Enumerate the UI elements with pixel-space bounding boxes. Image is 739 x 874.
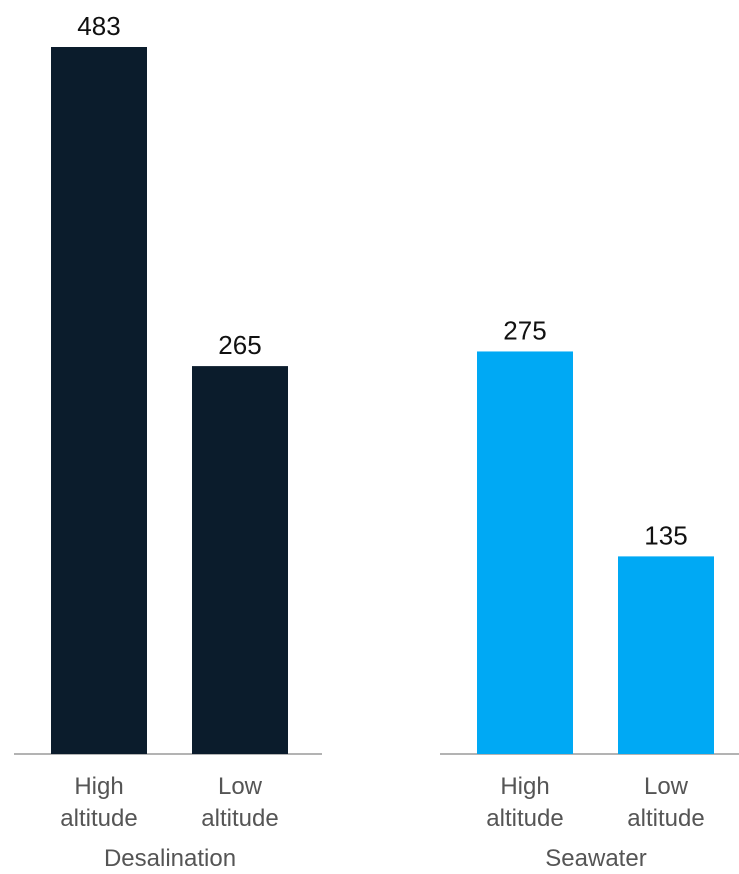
value-labels: 483 265 275 135 xyxy=(77,11,687,550)
tick-label-seawater-high-altitude: High altitude xyxy=(486,773,563,832)
group-labels: Desalination Seawater xyxy=(104,845,647,872)
value-label-seawater-low-altitude: 135 xyxy=(644,520,687,550)
value-label-desalination-low-altitude: 265 xyxy=(218,330,261,360)
value-label-seawater-high-altitude: 275 xyxy=(503,315,546,345)
group-label-seawater: Seawater xyxy=(545,845,646,872)
tick-label-desalination-low-altitude: Low altitude xyxy=(201,773,278,832)
group-label-desalination: Desalination xyxy=(104,845,236,872)
value-label-desalination-high-altitude: 483 xyxy=(77,11,120,41)
tick-label-seawater-low-altitude: Low altitude xyxy=(627,773,704,832)
category-tick-labels: High altitude Low altitude High altitude Low al… xyxy=(60,773,704,832)
bars xyxy=(51,47,714,754)
bar-seawater-high-altitude xyxy=(477,351,573,754)
tick-label-desalination-high-altitude: High altitude xyxy=(60,773,137,832)
bar-seawater-low-altitude xyxy=(618,556,714,754)
bar-desalination-high-altitude xyxy=(51,47,147,754)
bar-desalination-low-altitude xyxy=(192,366,288,754)
